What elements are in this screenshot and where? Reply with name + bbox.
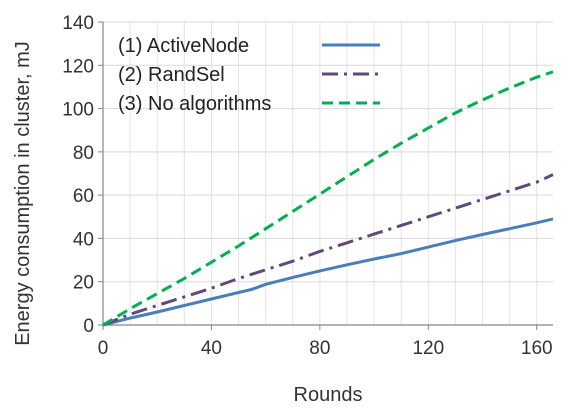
series-line-3	[102, 70, 554, 327]
x-tick-label: 80	[309, 338, 330, 359]
x-tick-label: 0	[98, 338, 109, 359]
y-tick-label: 60	[73, 186, 94, 207]
y-tick-label: 140	[62, 13, 94, 34]
series-line-2	[102, 173, 554, 327]
x-tick-label: 40	[201, 338, 222, 359]
legend-label-2: (2) RandSel	[118, 64, 225, 86]
y-tick-label: 80	[73, 143, 94, 164]
series-line-1	[102, 217, 554, 327]
y-tick-label: 40	[73, 229, 94, 250]
legend-label-1: (1) ActiveNode	[118, 35, 249, 57]
axes	[98, 21, 553, 330]
y-tick-label: 100	[62, 100, 94, 121]
y-tick-label: 0	[83, 316, 94, 337]
legend: (1) ActiveNode (2) RandSel (3) No algorith…	[118, 35, 380, 115]
x-tick-label: 160	[521, 338, 553, 359]
y-axis-title: Energy consumption in cluster, mJ	[12, 41, 34, 346]
series-lines	[102, 70, 554, 327]
grid-lines	[103, 21, 553, 325]
x-tick-label: 120	[412, 338, 444, 359]
y-tick-label: 20	[73, 273, 94, 294]
tick-labels: 0 20 40 60 80 100 120 140 0 40 80 120 160	[62, 13, 552, 359]
y-tick-label: 120	[62, 56, 94, 77]
legend-label-3: (3) No algorithms	[118, 93, 271, 115]
x-axis-title: Rounds	[294, 384, 363, 406]
